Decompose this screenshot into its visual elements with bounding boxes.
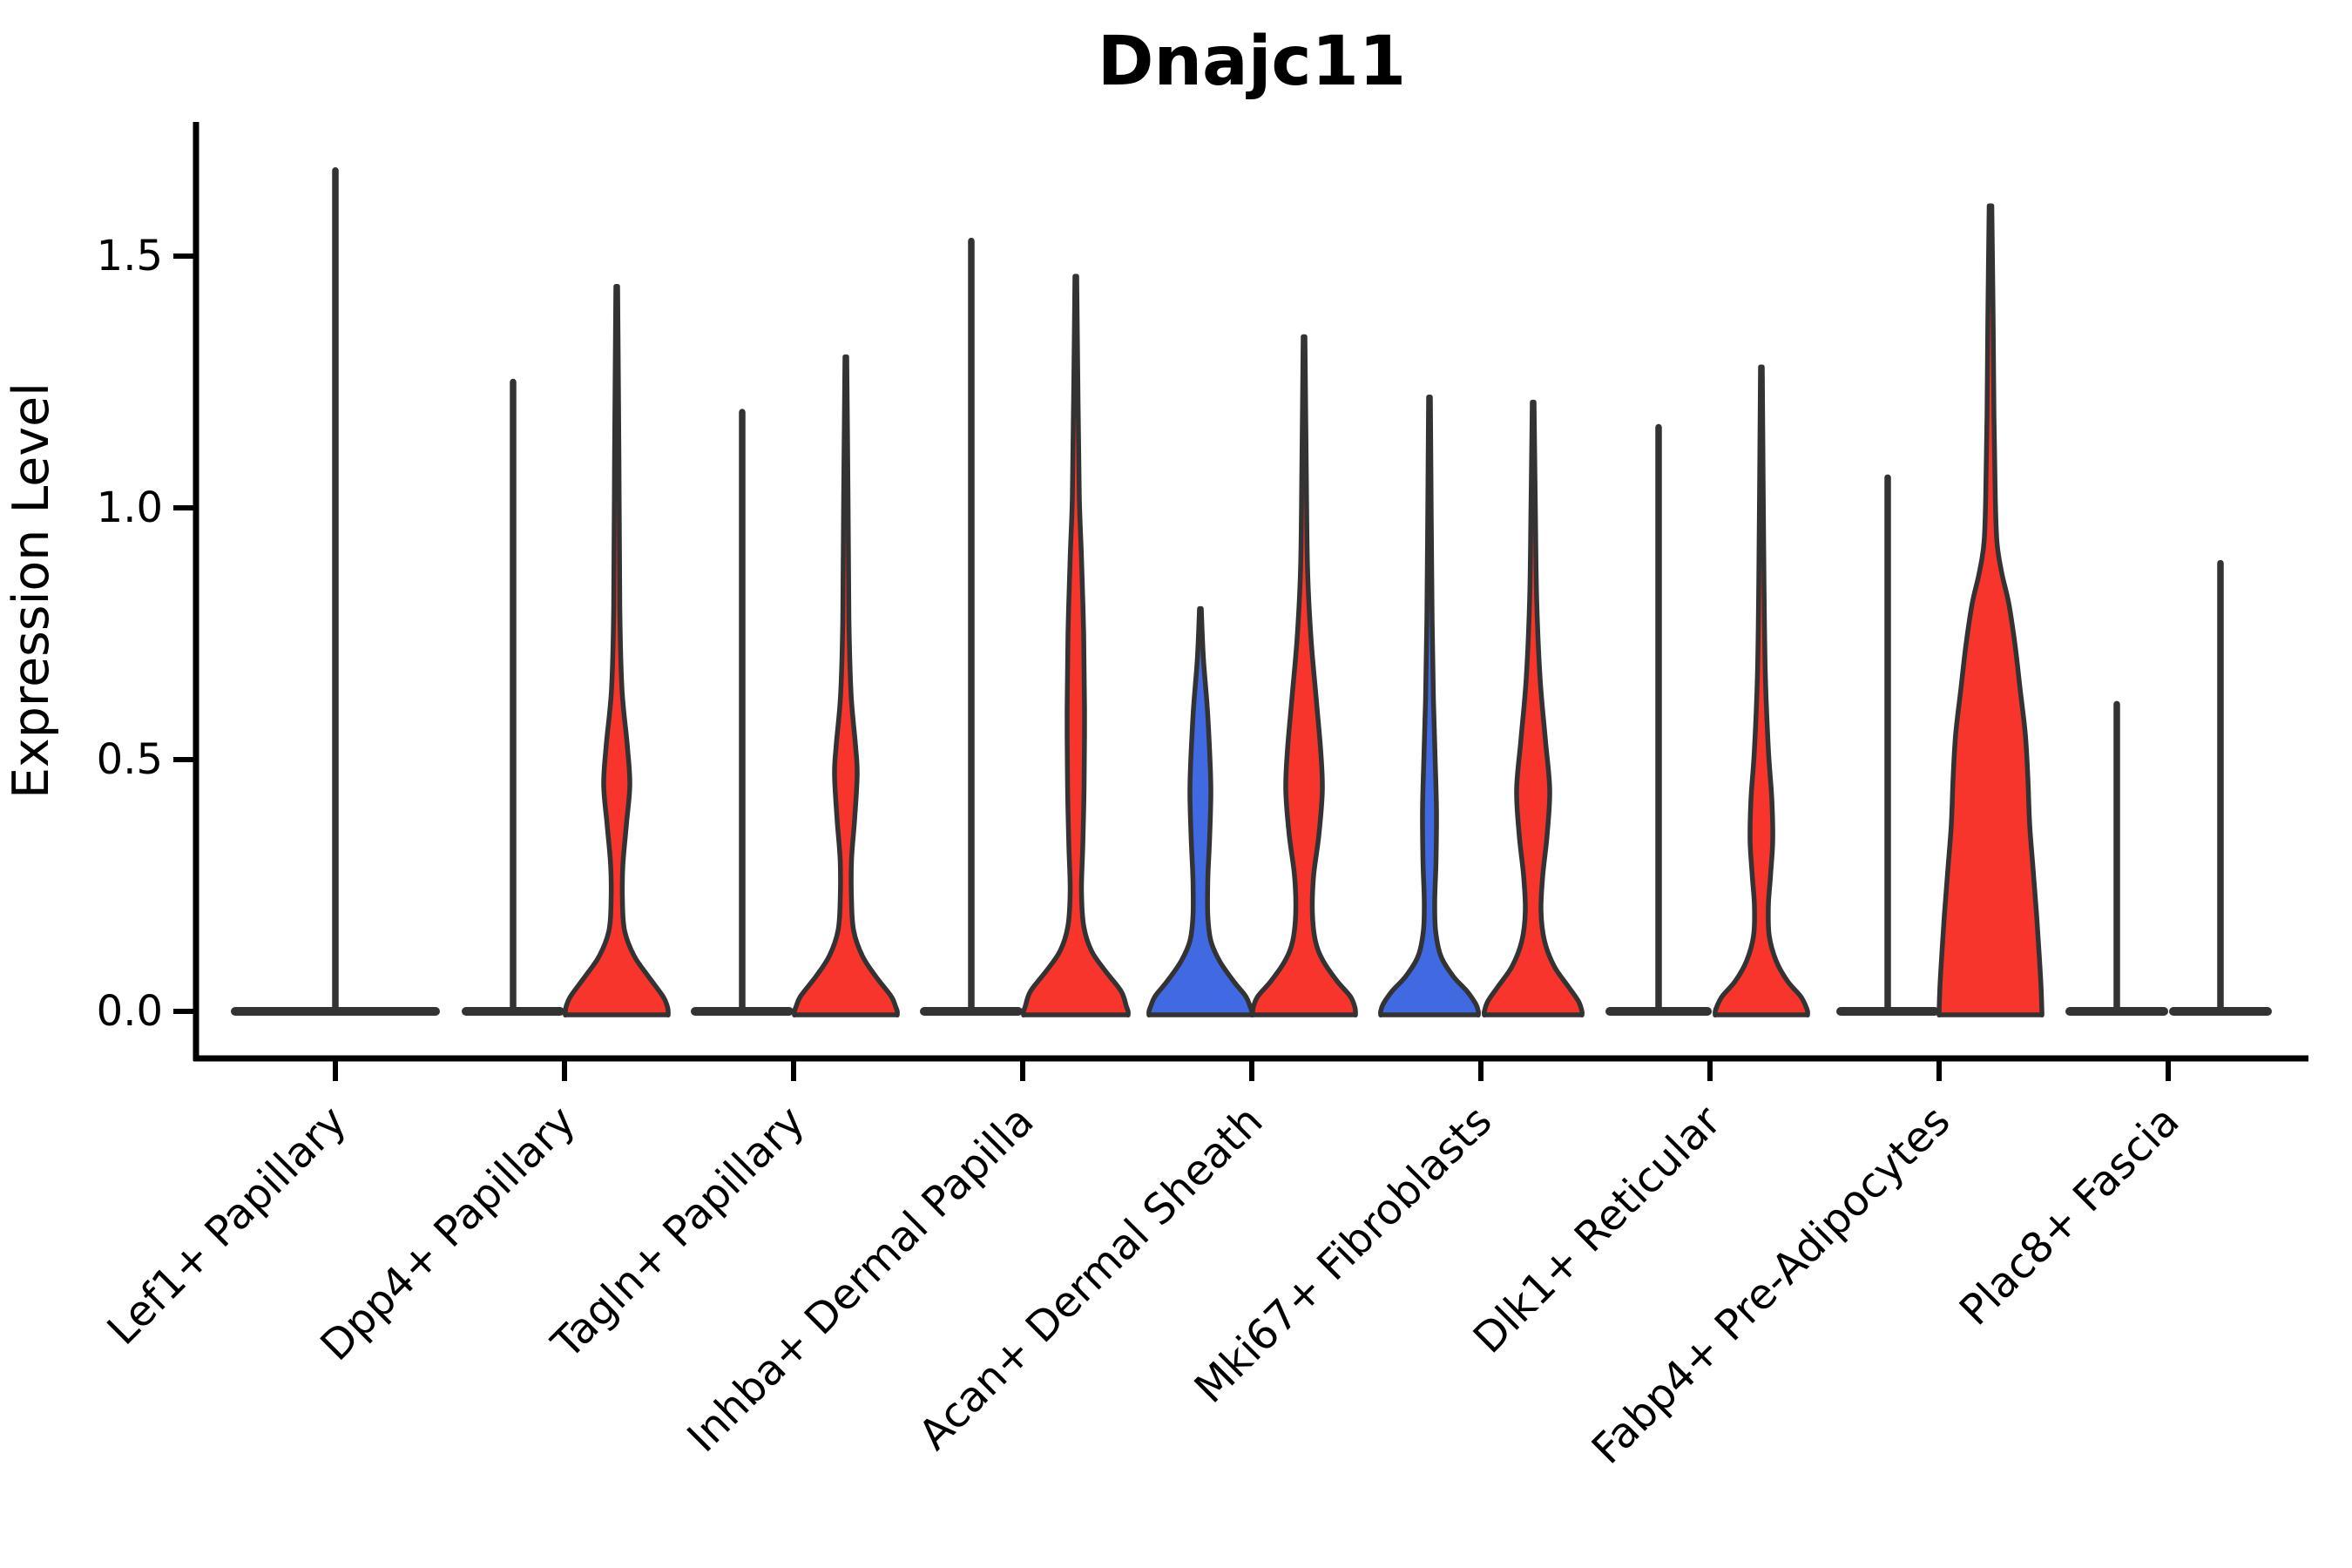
violin-red [1250,334,1358,1018]
y-axis-label: Expression Level [3,382,60,799]
x-tick-label: Tagln+ Papillary [542,1097,814,1369]
y-tick-label: 0.5 [97,735,163,784]
violin-red [1481,399,1585,1018]
violin-red [792,354,900,1018]
violin-series [231,166,2272,1018]
violin-red [1713,364,1810,1018]
y-tick-label: 1.5 [97,232,163,280]
violin-blue [1146,605,1254,1018]
x-tick-label: Lef1+ Papillary [98,1097,356,1355]
x-tick-label: Dpp4+ Papillary [311,1097,585,1370]
violin-blue [1378,395,1481,1018]
y-tick-label: 0.0 [97,987,163,1036]
chart-title: Dnajc11 [1098,23,1406,101]
y-tick-label: 1.0 [97,483,163,532]
x-tick-label: Plac8+ Fascia [1950,1097,2189,1335]
violin-red [1021,274,1131,1018]
violin-red [1936,203,2044,1018]
x-tick-label: Dlk1+ Reticular [1464,1097,1731,1363]
y-axis-ticks: 0.0 0.5 1.0 1.5 [97,232,196,1036]
violin-red [563,283,671,1018]
